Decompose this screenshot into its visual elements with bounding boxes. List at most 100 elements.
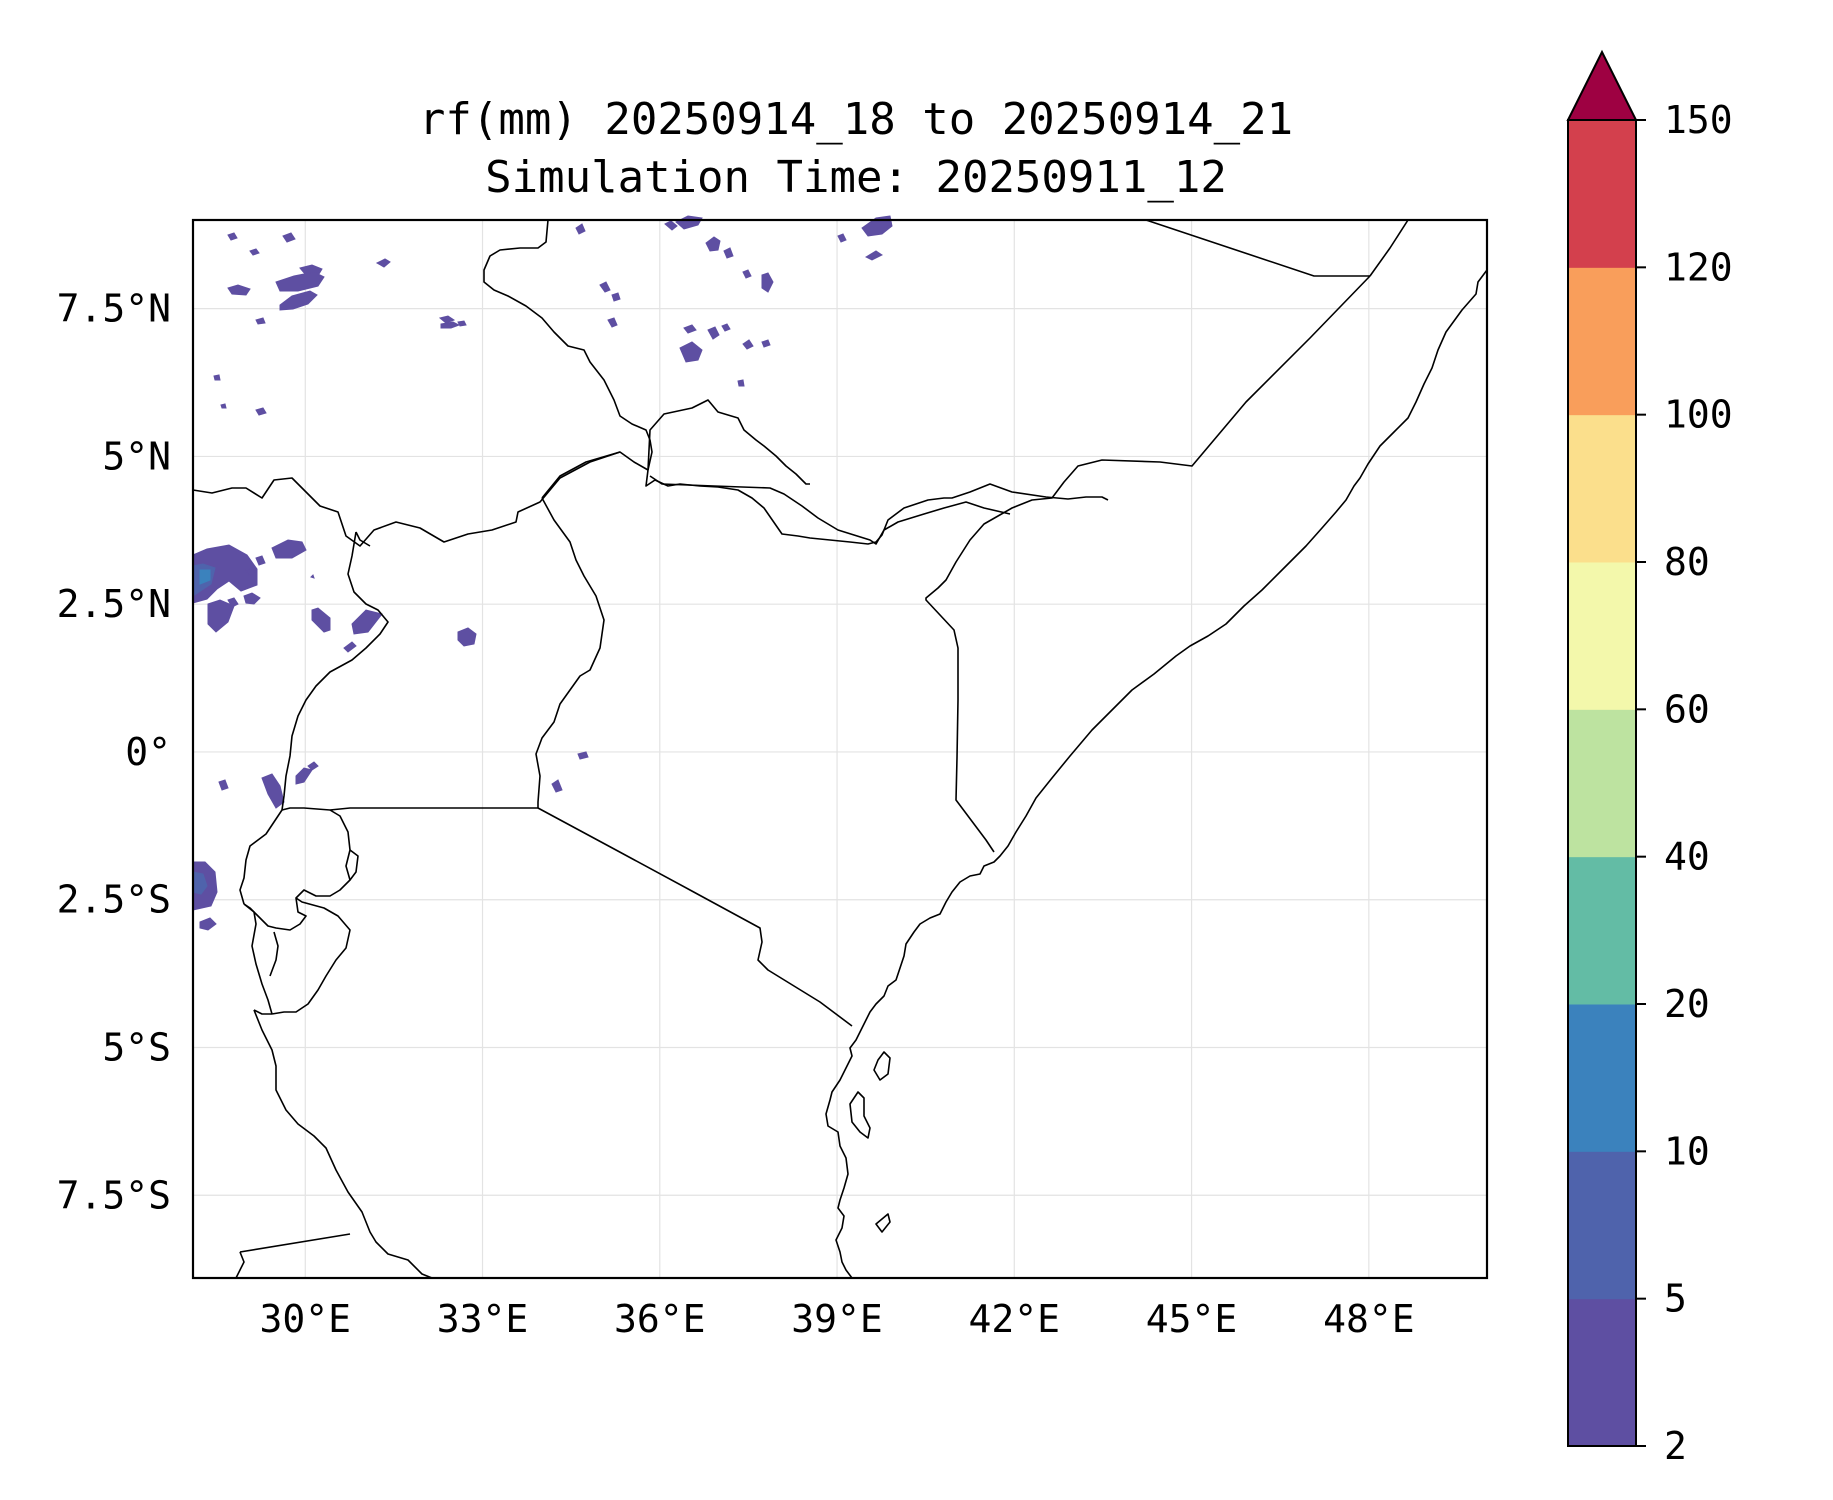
rain-patch xyxy=(245,567,256,576)
rain-patch xyxy=(761,339,771,348)
rain-patch xyxy=(227,284,251,296)
lat-tick-label: 0° xyxy=(125,730,171,774)
lake-tanganyika-east xyxy=(269,931,279,977)
colorbar: 2 5 10 20 40 60 80 100 120 150 xyxy=(1566,49,1733,1468)
rain-patch xyxy=(742,339,754,350)
uganda-tanzania-border xyxy=(329,807,538,811)
lon-tick-label: 48°E xyxy=(1323,1297,1415,1341)
rain-patch xyxy=(227,597,239,608)
uganda-drc-border xyxy=(281,531,389,811)
rain-patch xyxy=(192,544,258,604)
lon-tick-label: 45°E xyxy=(1146,1297,1238,1341)
rain-patch xyxy=(271,539,307,559)
colorbar-tick-label: 10 xyxy=(1664,1129,1710,1173)
rain-patch xyxy=(310,574,315,579)
rain-patch xyxy=(861,215,893,261)
colorbar-tick-label: 80 xyxy=(1664,540,1710,584)
rain-patch xyxy=(705,236,721,252)
sudan-egypt-border xyxy=(1145,219,1370,277)
colorbar-tick-label: 100 xyxy=(1664,393,1733,437)
rain-patch xyxy=(438,315,467,327)
sudan-ethiopia-border xyxy=(483,219,653,471)
rain-patch xyxy=(227,232,238,241)
rain-patch xyxy=(607,317,618,328)
lon-tick-label: 33°E xyxy=(437,1297,529,1341)
rain-patch xyxy=(243,592,261,605)
colorbar-segment xyxy=(1568,120,1636,268)
mafia-island xyxy=(875,1213,891,1233)
rain-patch xyxy=(837,233,847,243)
title-line-2: Simulation Time: 20250911_12 xyxy=(485,152,1227,203)
lat-tick-label: 7.5°N xyxy=(57,287,171,331)
ethiopia-somalia-border xyxy=(925,275,1371,853)
colorbar-tick-label: 120 xyxy=(1664,245,1733,289)
lat-tick-label: 7.5°S xyxy=(57,1173,171,1217)
colorbar-segment xyxy=(1568,709,1636,858)
colorbar-segment xyxy=(1568,856,1636,1005)
rain-patch xyxy=(199,917,217,931)
pemba-island xyxy=(873,1051,891,1081)
rwanda-burundi-border xyxy=(243,809,351,931)
rain-patch xyxy=(577,751,589,760)
rain-patch xyxy=(723,247,734,259)
kenya-tanzania-border xyxy=(537,807,853,1027)
rain-patch xyxy=(679,341,703,363)
coastline xyxy=(825,269,1488,1279)
zanzibar-island xyxy=(849,1091,871,1139)
rwanda-east xyxy=(349,849,359,881)
map-frame xyxy=(191,218,1489,1280)
rain-patch xyxy=(375,258,391,268)
kenya-ethiopia-border xyxy=(649,475,1011,545)
zambia-southwest xyxy=(235,1251,245,1279)
map-background xyxy=(193,220,1487,1278)
rain-patch xyxy=(249,248,260,256)
colorbar-extend-arrow xyxy=(1566,49,1638,121)
lon-tick-label: 39°E xyxy=(791,1297,883,1341)
tanzania-malawi-border xyxy=(239,1233,351,1253)
uganda-kenya-border xyxy=(535,497,605,808)
rain-patch xyxy=(255,407,267,416)
rain-patch xyxy=(721,323,731,332)
rain-patch xyxy=(440,321,461,329)
rain-patch xyxy=(457,627,477,647)
rain-patch xyxy=(199,569,211,585)
lat-tick-label: 5°N xyxy=(102,434,171,478)
colorbar-segment xyxy=(1568,267,1636,416)
rain-patch xyxy=(737,379,745,387)
rain-patch xyxy=(275,264,325,292)
colorbar-frame xyxy=(1567,119,1637,1447)
rain-patch xyxy=(295,761,319,785)
rain-patch xyxy=(742,269,752,279)
lake-tanganyika-west xyxy=(243,903,273,1015)
colorbar-segment xyxy=(1568,1004,1636,1152)
lat-tick-label: 2.5°N xyxy=(57,582,171,626)
rain-patch xyxy=(207,599,235,633)
rain-patch xyxy=(261,773,285,809)
rain-patch xyxy=(761,272,774,293)
rain-patch xyxy=(218,779,229,791)
country-borders xyxy=(192,219,1488,1279)
colorbar-tick-label: 5 xyxy=(1664,1277,1687,1321)
rwanda-drc-west xyxy=(239,809,283,905)
rain-patch xyxy=(343,609,383,653)
rain-patch xyxy=(311,607,331,633)
colorbar-tick-label: 2 xyxy=(1664,1424,1687,1468)
kenya-south-sudan-border xyxy=(541,451,621,499)
rain-patch xyxy=(683,324,697,334)
burundi-tanzania-border xyxy=(271,897,351,1015)
colorbar-tick-label: 40 xyxy=(1664,835,1710,879)
tanzania-drc-border xyxy=(253,1009,272,1015)
map-area: 30°E 33°E 36°E 39°E 42°E 45°E 48°E 7.5°N 5°N 2.5… xyxy=(57,215,1489,1341)
map-gridlines xyxy=(193,220,1487,1278)
lat-tick-label: 2.5°S xyxy=(57,878,171,922)
rain-patch xyxy=(551,779,563,793)
title-line-1: rf(mm) 20250914_18 to 20250914_21 xyxy=(419,94,1293,145)
latitude-ticks: 7.5°N 5°N 2.5°N 0° 2.5°S 5°S 7.5°S xyxy=(57,287,171,1218)
uganda-south-sudan-border xyxy=(355,531,371,547)
rain-patch xyxy=(707,326,720,340)
colorbar-segment xyxy=(1568,414,1636,563)
colorbar-tick-label: 150 xyxy=(1664,98,1733,142)
ethiopia-eritrea-border xyxy=(1369,219,1409,277)
rain-patch xyxy=(599,281,621,302)
